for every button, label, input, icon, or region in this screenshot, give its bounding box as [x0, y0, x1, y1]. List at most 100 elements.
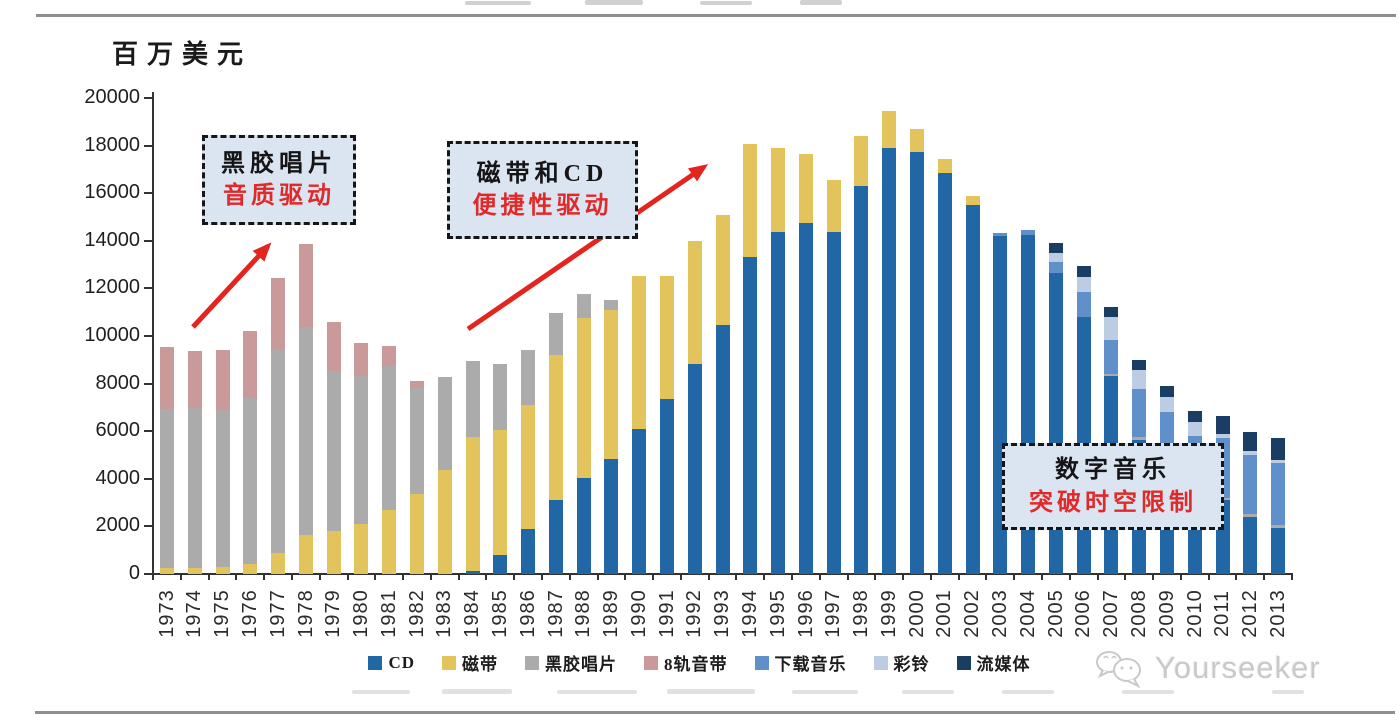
legend-item-eight-track: 8轨音带 [644, 650, 728, 675]
bar-1982-cassette [409, 494, 424, 574]
year-label-text: 1984 [461, 588, 483, 638]
annotation-box-digital: 数字音乐 突破时空限制 [1002, 443, 1224, 530]
x-axis-tick [957, 575, 960, 580]
x-axis-tick [818, 575, 821, 580]
annotation-title: 黑胶唱片 [221, 150, 337, 177]
x-axis-tick [290, 575, 293, 580]
x-axis-year-label: 1989 [600, 579, 622, 647]
bar-2007-ringtone [1104, 317, 1119, 340]
bar-2012-ringtone [1243, 451, 1258, 455]
x-axis-tick [263, 575, 266, 580]
x-axis-year-label: 1978 [294, 579, 317, 647]
legend-swatch-cd [368, 655, 383, 670]
x-axis-tick [652, 575, 654, 580]
year-label-text: 1974 [183, 588, 206, 638]
y-axis-tick [144, 287, 152, 290]
bar-2009-streaming [1160, 386, 1174, 397]
cropped-text-remnant [792, 690, 858, 694]
bar-1984-vinyl [465, 361, 480, 437]
year-label-text: 1978 [294, 588, 317, 638]
y-axis-label: 10000 [84, 324, 140, 346]
watermark: Yourseeker [1093, 645, 1321, 691]
bar-1973-vinyl [159, 409, 174, 568]
bar-1981-cassette [382, 510, 397, 574]
bar-1973-eight-track [159, 347, 174, 409]
y-axis-tick [144, 144, 152, 147]
bar-1973-cassette [159, 568, 174, 574]
bar-1977-vinyl [271, 349, 285, 553]
x-axis-tick [568, 575, 571, 580]
legend-label-cassette: 磁带 [462, 655, 499, 674]
x-axis-year-label: 1985 [489, 579, 511, 647]
x-axis-year-label: 1988 [572, 579, 595, 647]
bar-1990-cassette [632, 276, 647, 429]
x-axis-tick [1235, 575, 1238, 580]
y-axis-tick [144, 382, 152, 385]
bar-1989-vinyl [604, 300, 619, 310]
bar-1996-cd [798, 223, 813, 574]
bar-2013-ringtone [1271, 460, 1286, 463]
x-axis-year-label: 2011 [1211, 579, 1234, 647]
bar-1992-cassette [687, 241, 702, 364]
bar-1976-eight-track [243, 331, 258, 398]
bar-2003-download [993, 233, 1008, 236]
bar-1993-cd [715, 325, 730, 574]
legend-swatch-eight-track [644, 655, 659, 670]
bar-1985-cassette [493, 430, 508, 555]
bar-2013-download [1271, 463, 1286, 525]
annotation-title: 磁带和CD [476, 160, 609, 187]
bar-1987-vinyl [548, 313, 563, 355]
bar-2007-vinyl [1104, 374, 1119, 376]
bar-1996-cassette [798, 154, 813, 223]
cropped-text-remnant [352, 690, 410, 694]
annotation-box-vinyl: 黑胶唱片 音质驱动 [202, 135, 356, 225]
x-axis-year-label: 1975 [211, 579, 234, 647]
year-label-text: 1990 [627, 588, 650, 638]
x-axis-tick [485, 575, 488, 580]
bar-1991-cassette [659, 276, 674, 399]
x-axis-tick [179, 575, 182, 580]
bar-2008-download [1132, 389, 1147, 437]
bar-1997-cassette [826, 180, 841, 232]
x-axis-year-label: 2004 [1017, 579, 1039, 647]
year-label-text: 2004 [1016, 588, 1039, 638]
cropped-text-remnant [465, 1, 531, 5]
legend-swatch-vinyl [525, 655, 540, 670]
bar-2006-streaming [1076, 266, 1091, 277]
y-axis-tick [144, 192, 152, 195]
year-label-text: 1980 [349, 588, 372, 638]
x-axis-tick [1041, 575, 1043, 580]
legend-swatch-cassette [442, 655, 457, 670]
legend-swatch-download [754, 655, 769, 670]
x-axis-tick [1013, 575, 1016, 580]
x-axis-tick [707, 575, 710, 580]
year-label-text: 1981 [377, 588, 400, 638]
annotation-box-tape-cd: 磁带和CD 便捷性驱动 [447, 141, 638, 239]
bar-1975-vinyl [215, 410, 230, 567]
bar-2006-ringtone [1076, 277, 1091, 292]
x-axis-year-label: 2002 [961, 579, 984, 647]
top-divider-line [36, 14, 1396, 17]
x-axis-tick [207, 575, 210, 580]
bar-2000-cassette [910, 129, 924, 152]
wechat-icon [1096, 651, 1141, 689]
bar-1995-cassette [771, 148, 786, 232]
x-axis-year-label: 1991 [655, 579, 678, 647]
year-label-text: 1992 [683, 588, 706, 638]
x-axis-year-label: 1974 [183, 579, 206, 647]
bar-1974-eight-track [187, 351, 202, 408]
year-label-text: 1993 [711, 588, 733, 638]
year-label-text: 2011 [1211, 589, 1234, 637]
chart-legend: CD 磁带 黑胶唱片 8轨音带 下载音乐 彩铃 流媒体 [0, 650, 1399, 675]
bar-1988-cassette [576, 318, 591, 478]
year-label-text: 2007 [1099, 588, 1122, 638]
annotation-subtitle: 便捷性驱动 [472, 193, 613, 219]
bar-1991-cd [659, 399, 674, 574]
cropped-text-remnant [800, 0, 842, 5]
bar-2008-streaming [1132, 360, 1147, 370]
legend-item-cassette: 磁带 [442, 650, 498, 675]
annotation-subtitle: 突破时空限制 [1029, 489, 1197, 516]
bar-1986-vinyl [521, 350, 535, 405]
x-axis-tick [1263, 575, 1266, 580]
x-axis-tick [318, 575, 321, 580]
